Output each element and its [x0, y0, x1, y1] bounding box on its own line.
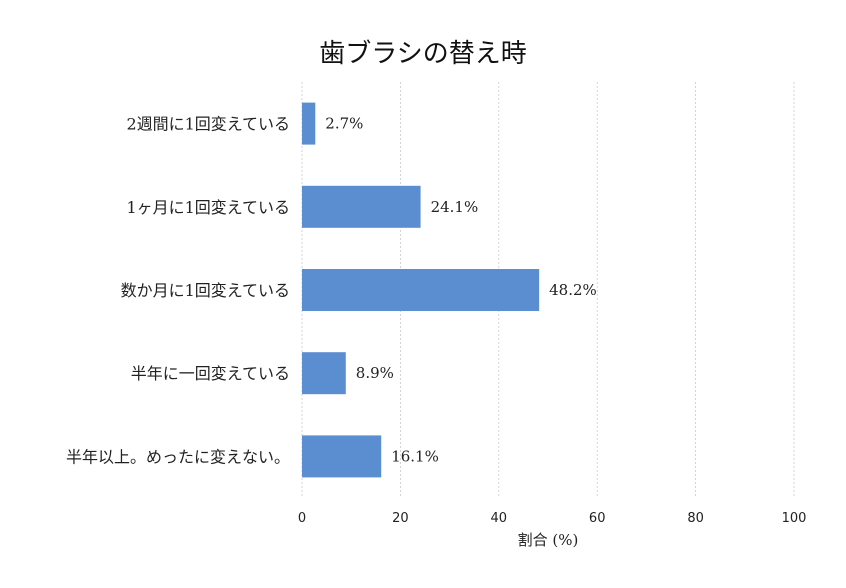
value-label: 8.9%	[356, 364, 394, 382]
bar	[302, 352, 346, 395]
value-label: 48.2%	[549, 281, 597, 299]
bars	[302, 102, 540, 478]
value-label: 2.7%	[325, 115, 363, 133]
bar	[302, 185, 421, 228]
x-tick-label: 20	[392, 511, 409, 526]
bar	[302, 435, 382, 478]
x-tick-label: 80	[687, 511, 704, 526]
chart-title: 歯ブラシの替え時	[319, 39, 526, 69]
x-axis-label: 割合 (%)	[518, 531, 579, 549]
category-label: 半年に一回変えている	[131, 364, 290, 383]
labels: 0 20 40 60 80 100 2週間に1回変えている 2.7% 1ヶ月に1回変えている 24…	[66, 115, 806, 526]
bar	[302, 269, 540, 311]
category-label: 1ヶ月に1回変えている	[126, 198, 290, 217]
x-tick-label: 60	[589, 511, 606, 526]
category-label: 半年以上。めったに変えない。	[66, 447, 290, 466]
category-label: 数か月に1回変えている	[121, 281, 290, 300]
value-label: 24.1%	[431, 198, 479, 216]
bar	[302, 102, 316, 145]
category-label: 2週間に1回変えている	[126, 115, 290, 134]
x-tick-label: 100	[782, 511, 807, 526]
value-label: 16.1%	[391, 447, 439, 465]
x-tick-label: 40	[491, 511, 508, 526]
x-tick-label: 0	[298, 511, 306, 526]
